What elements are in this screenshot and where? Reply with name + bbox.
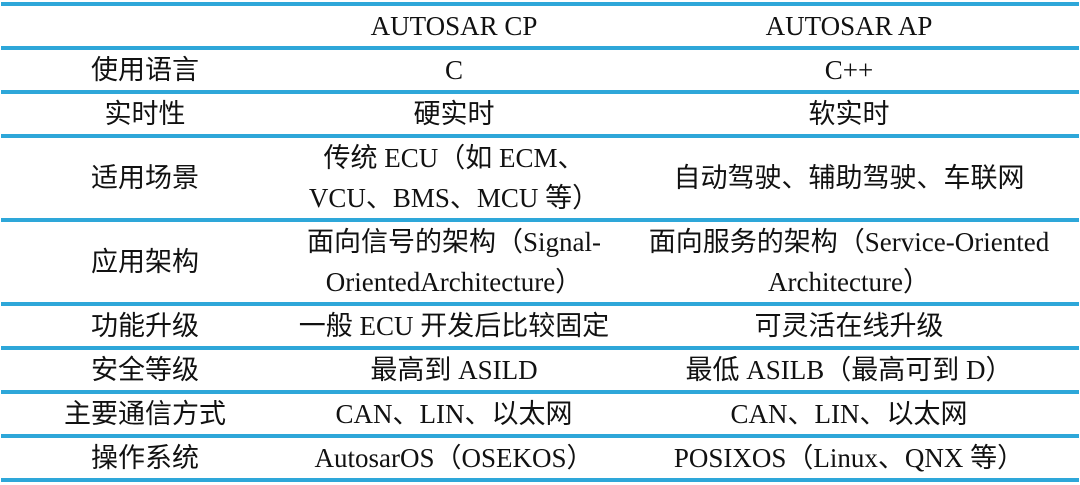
table-row: 主要通信方式 CAN、LIN、以太网 CAN、LIN、以太网: [1, 392, 1079, 436]
cp-cell: C: [444, 55, 463, 85]
row-label: 主要通信方式: [64, 399, 226, 429]
table-row: 安全等级 最高到 ASILD 最低 ASILB（最高可到 D）: [1, 348, 1079, 392]
cp-cell: CAN、LIN、以太网: [335, 399, 573, 429]
row-label: 应用架构: [91, 247, 199, 277]
table-row: 实时性 硬实时 软实时: [1, 92, 1079, 136]
table-row: 功能升级 一般 ECU 开发后比较固定 可灵活在线升级: [1, 304, 1079, 348]
row-label: 安全等级: [91, 355, 199, 385]
ap-cell: CAN、LIN、以太网: [730, 399, 968, 429]
ap-cell: 最低 ASILB（最高可到 D）: [685, 355, 1013, 385]
table-row: 适用场景 传统 ECU（如 ECM、VCU、BMS、MCU 等） 自动驾驶、辅助…: [1, 136, 1079, 220]
row-label: 使用语言: [91, 55, 199, 85]
cp-cell: 硬实时: [413, 99, 495, 129]
table-row: 应用架构 面向信号的架构（Signal-OrientedArchitecture…: [1, 220, 1079, 304]
table-row: 操作系统 AutosarOS（OSEKOS） POSIXOS（Linux、QNX…: [1, 436, 1079, 480]
table-body: 使用语言 C C++ 实时性 硬实时 软实时 适用场景 传统 ECU（如 ECM…: [1, 48, 1079, 480]
ap-cell: 面向服务的架构（Service-Oriented Architecture）: [648, 227, 1050, 297]
ap-cell: 自动驾驶、辅助驾驶、车联网: [673, 163, 1025, 193]
table-row: 使用语言 C C++: [1, 48, 1079, 92]
header-empty-cell: [1, 4, 289, 48]
cp-cell: 最高到 ASILD: [370, 355, 538, 385]
header-row: AUTOSAR CP AUTOSAR AP: [1, 4, 1079, 48]
ap-cell: C++: [824, 55, 874, 85]
ap-cell: 软实时: [808, 99, 890, 129]
ap-cell: 可灵活在线升级: [754, 311, 944, 341]
header-autosar-ap: AUTOSAR AP: [765, 11, 933, 41]
cp-cell: 一般 ECU 开发后比较固定: [298, 311, 610, 341]
cp-cell: AutosarOS（OSEKOS）: [314, 443, 594, 473]
row-label: 适用场景: [91, 163, 199, 193]
ap-cell: POSIXOS（Linux、QNX 等）: [673, 443, 1025, 473]
row-label: 操作系统: [91, 443, 199, 473]
row-label: 功能升级: [91, 311, 199, 341]
header-autosar-cp: AUTOSAR CP: [370, 11, 538, 41]
cp-cell: 传统 ECU（如 ECM、VCU、BMS、MCU 等）: [308, 143, 600, 213]
cp-cell: 面向信号的架构（Signal-OrientedArchitecture）: [307, 227, 601, 297]
row-label: 实时性: [104, 99, 186, 129]
